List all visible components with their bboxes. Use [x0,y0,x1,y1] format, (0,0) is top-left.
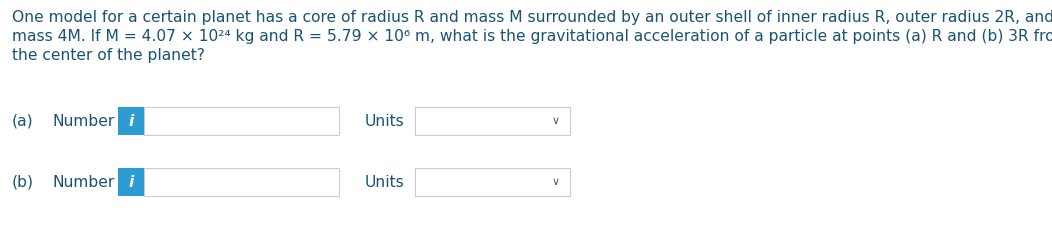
Text: i: i [128,114,134,128]
Text: i: i [128,174,134,189]
FancyBboxPatch shape [118,107,144,135]
Text: mass 4M. If M = 4.07 × 10²⁴ kg and R = 5.79 × 10⁶ m, what is the gravitational a: mass 4M. If M = 4.07 × 10²⁴ kg and R = 5… [12,29,1052,44]
FancyBboxPatch shape [414,107,570,135]
Text: ∨: ∨ [552,116,560,126]
Text: the center of the planet?: the center of the planet? [12,48,205,63]
Text: Units: Units [365,114,405,128]
FancyBboxPatch shape [144,107,339,135]
Text: Units: Units [365,174,405,189]
FancyBboxPatch shape [144,168,339,196]
FancyBboxPatch shape [414,168,570,196]
Text: Number: Number [52,114,115,128]
Text: One model for a certain planet has a core of radius R and mass M surrounded by a: One model for a certain planet has a cor… [12,10,1052,25]
FancyBboxPatch shape [118,168,144,196]
Text: Number: Number [52,174,115,189]
Text: (b): (b) [12,174,34,189]
Text: ∨: ∨ [552,177,560,187]
Text: (a): (a) [12,114,34,128]
